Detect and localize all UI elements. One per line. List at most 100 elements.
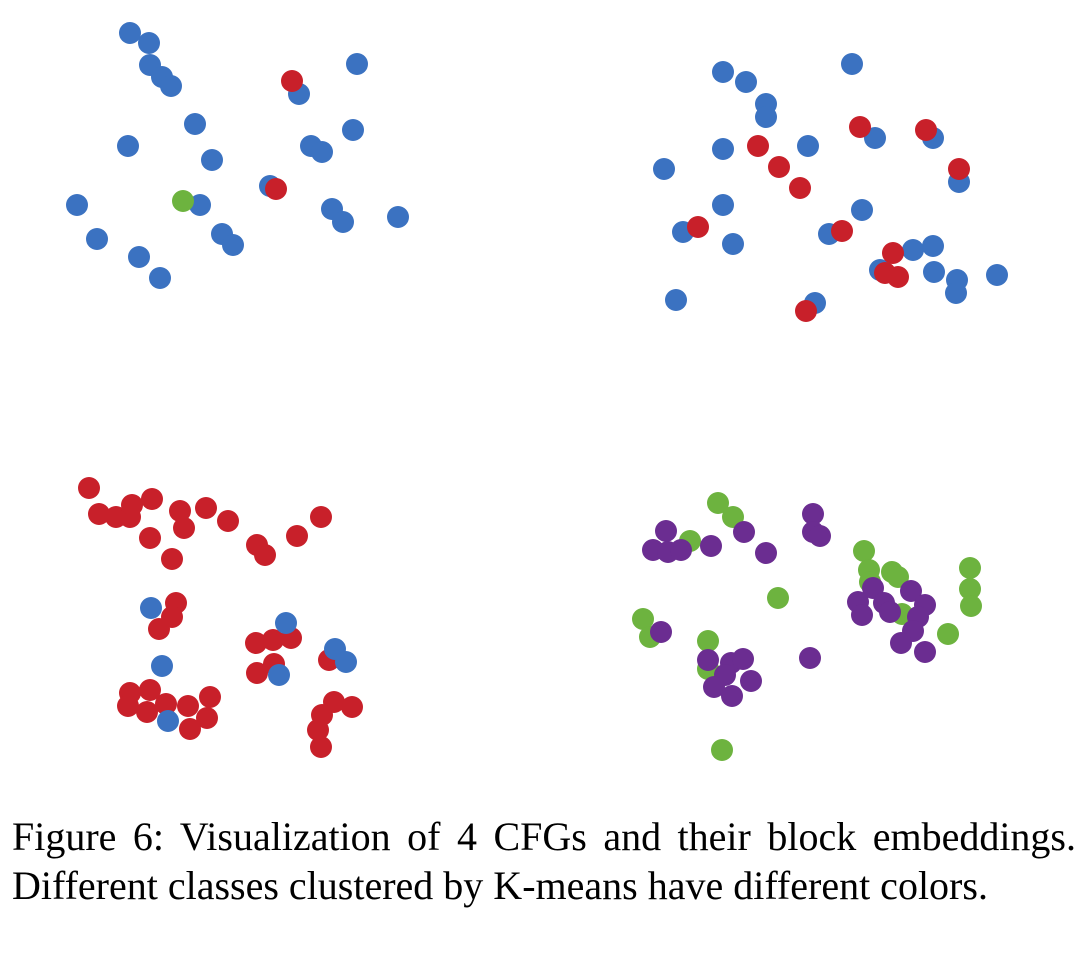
point xyxy=(262,629,284,651)
point xyxy=(665,289,687,311)
point xyxy=(650,621,672,643)
point xyxy=(768,156,790,178)
point xyxy=(851,199,873,221)
point xyxy=(148,618,170,640)
point xyxy=(310,736,332,758)
point xyxy=(755,106,777,128)
point xyxy=(703,676,725,698)
point xyxy=(960,595,982,617)
point xyxy=(217,510,239,532)
point xyxy=(121,494,143,516)
point xyxy=(281,70,303,92)
point xyxy=(196,707,218,729)
point xyxy=(697,630,719,652)
point xyxy=(332,211,354,233)
scatter-panel xyxy=(653,53,1008,322)
point xyxy=(138,32,160,54)
point xyxy=(732,648,754,670)
point xyxy=(923,261,945,283)
point xyxy=(66,194,88,216)
scatter-panel xyxy=(66,22,409,289)
point xyxy=(853,540,875,562)
point xyxy=(747,135,769,157)
point xyxy=(155,693,177,715)
point xyxy=(915,119,937,141)
point xyxy=(697,649,719,671)
point xyxy=(341,696,363,718)
point xyxy=(887,266,909,288)
caption: Figure 6: Visualization of 4 CFGs and th… xyxy=(12,814,1076,908)
point xyxy=(286,525,308,547)
point xyxy=(172,190,194,212)
point xyxy=(948,158,970,180)
point xyxy=(767,587,789,609)
figure xyxy=(66,22,1008,761)
point xyxy=(169,500,191,522)
point xyxy=(387,206,409,228)
point xyxy=(809,525,831,547)
point xyxy=(653,158,675,180)
point xyxy=(841,53,863,75)
point xyxy=(139,679,161,701)
point xyxy=(986,264,1008,286)
point xyxy=(632,608,654,630)
point xyxy=(117,135,139,157)
point xyxy=(945,282,967,304)
point xyxy=(245,632,267,654)
point xyxy=(722,233,744,255)
point xyxy=(346,53,368,75)
point xyxy=(160,75,182,97)
point xyxy=(189,194,211,216)
point xyxy=(88,503,110,525)
point xyxy=(199,686,221,708)
point xyxy=(831,220,853,242)
point xyxy=(177,695,199,717)
point xyxy=(310,506,332,528)
point xyxy=(184,113,206,135)
scatter-panel xyxy=(632,492,982,761)
point xyxy=(882,242,904,264)
point xyxy=(890,632,912,654)
point xyxy=(265,178,287,200)
point xyxy=(733,521,755,543)
point xyxy=(937,623,959,645)
point xyxy=(173,517,195,539)
point xyxy=(78,477,100,499)
point xyxy=(795,300,817,322)
point xyxy=(789,177,811,199)
point xyxy=(136,701,158,723)
point xyxy=(887,566,909,588)
point xyxy=(139,527,161,549)
point xyxy=(246,662,268,684)
point xyxy=(268,664,290,686)
point xyxy=(149,267,171,289)
point xyxy=(201,149,223,171)
point xyxy=(922,235,944,257)
point xyxy=(797,135,819,157)
point xyxy=(311,141,333,163)
point xyxy=(721,685,743,707)
point xyxy=(712,61,734,83)
point xyxy=(335,651,357,673)
point xyxy=(914,641,936,663)
point xyxy=(655,520,677,542)
point xyxy=(879,601,901,623)
point xyxy=(86,228,108,250)
point xyxy=(712,194,734,216)
point xyxy=(254,544,276,566)
point xyxy=(735,71,757,93)
point xyxy=(711,739,733,761)
point xyxy=(712,138,734,160)
point xyxy=(959,557,981,579)
point xyxy=(195,497,217,519)
point xyxy=(687,216,709,238)
point xyxy=(119,22,141,44)
point xyxy=(959,578,981,600)
point xyxy=(900,580,922,602)
point xyxy=(707,492,729,514)
point xyxy=(161,548,183,570)
point xyxy=(902,239,924,261)
point xyxy=(802,503,824,525)
point xyxy=(307,719,329,741)
